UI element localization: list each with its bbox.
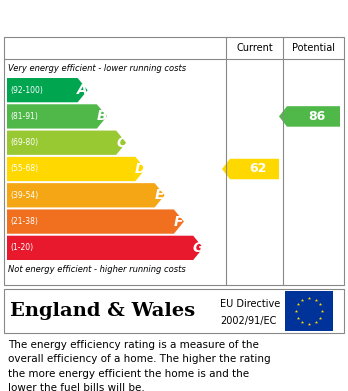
Text: (39-54): (39-54) (10, 191, 38, 200)
Polygon shape (7, 78, 88, 102)
FancyBboxPatch shape (285, 291, 333, 331)
Text: EU Directive: EU Directive (220, 299, 280, 309)
Text: Very energy efficient - lower running costs: Very energy efficient - lower running co… (8, 64, 186, 73)
Polygon shape (7, 131, 126, 155)
Text: (92-100): (92-100) (10, 86, 43, 95)
Polygon shape (279, 106, 340, 127)
Text: F: F (174, 215, 184, 229)
Text: A: A (77, 83, 88, 97)
Text: (55-68): (55-68) (10, 165, 38, 174)
Polygon shape (222, 159, 279, 179)
Text: D: D (135, 162, 146, 176)
Text: 86: 86 (308, 110, 325, 123)
Text: 2002/91/EC: 2002/91/EC (220, 316, 276, 326)
Text: (1-20): (1-20) (10, 243, 33, 252)
Text: Not energy efficient - higher running costs: Not energy efficient - higher running co… (8, 264, 186, 273)
Text: England & Wales: England & Wales (10, 302, 195, 320)
Polygon shape (7, 157, 145, 181)
Text: (69-80): (69-80) (10, 138, 38, 147)
Polygon shape (7, 236, 203, 260)
Text: G: G (192, 241, 204, 255)
Text: Potential: Potential (292, 43, 335, 53)
Text: Energy Efficiency Rating: Energy Efficiency Rating (9, 10, 230, 25)
Polygon shape (7, 183, 165, 208)
Polygon shape (7, 104, 107, 129)
Text: E: E (155, 188, 164, 202)
Text: (81-91): (81-91) (10, 112, 38, 121)
Text: C: C (116, 136, 126, 150)
Text: Current: Current (236, 43, 273, 53)
Text: 62: 62 (249, 163, 266, 176)
Text: B: B (96, 109, 107, 124)
Text: (21-38): (21-38) (10, 217, 38, 226)
Text: The energy efficiency rating is a measure of the
overall efficiency of a home. T: The energy efficiency rating is a measur… (8, 340, 271, 391)
Polygon shape (7, 210, 184, 234)
